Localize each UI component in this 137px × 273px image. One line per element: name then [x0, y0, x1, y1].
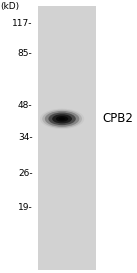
Text: CPB2: CPB2 [103, 112, 133, 125]
Text: (kD): (kD) [1, 2, 20, 11]
Text: 85-: 85- [18, 49, 33, 58]
FancyBboxPatch shape [38, 6, 96, 270]
Ellipse shape [52, 114, 72, 123]
Text: 26-: 26- [18, 169, 33, 178]
Text: 34-: 34- [18, 133, 33, 142]
Text: 19-: 19- [18, 203, 33, 212]
Ellipse shape [48, 112, 76, 125]
Ellipse shape [45, 111, 79, 127]
Ellipse shape [40, 109, 84, 129]
Text: 117-: 117- [12, 19, 33, 28]
Ellipse shape [42, 110, 82, 128]
Text: 48-: 48- [18, 101, 33, 110]
Ellipse shape [56, 116, 68, 122]
Ellipse shape [59, 117, 65, 120]
